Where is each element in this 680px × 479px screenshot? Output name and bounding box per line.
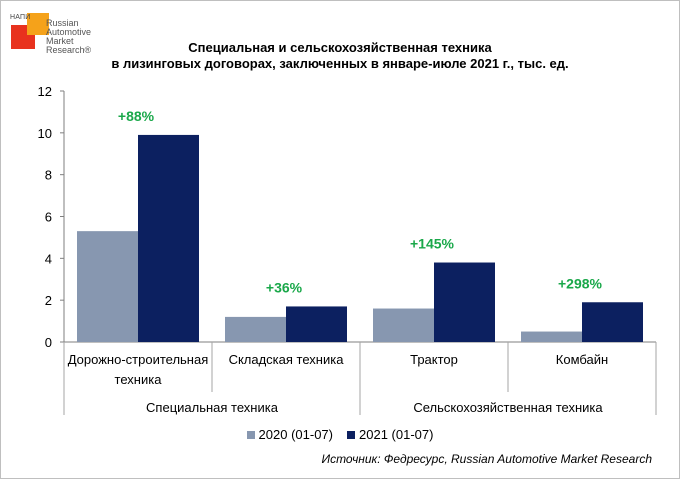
logo-line: Automotive bbox=[46, 27, 92, 37]
growth-label: +298% bbox=[558, 275, 603, 291]
legend-item-2020: 2020 (01-07) bbox=[246, 427, 333, 442]
chart-title-line-1: Специальная и сельскохозяйственная техни… bbox=[188, 40, 492, 55]
growth-label: +36% bbox=[266, 279, 303, 295]
source-note: Источник: Федресурс, Russian Automotive … bbox=[321, 452, 652, 466]
bar-2020-2 bbox=[373, 308, 434, 342]
logo-line: Market bbox=[46, 36, 74, 46]
legend-swatch-2021 bbox=[347, 430, 355, 439]
group-label: Специальная техника bbox=[146, 400, 279, 415]
growth-label: +88% bbox=[118, 108, 155, 124]
bar-2020-3 bbox=[521, 331, 582, 342]
category-label: техника bbox=[115, 372, 163, 387]
category-label: Дорожно-строительная bbox=[68, 352, 209, 367]
bar-2021-2 bbox=[434, 262, 495, 342]
y-tick-label: 4 bbox=[45, 251, 52, 266]
y-tick-label: 12 bbox=[38, 84, 52, 99]
y-tick-label: 8 bbox=[45, 168, 52, 183]
y-tick-label: 10 bbox=[38, 126, 52, 141]
y-tick-label: 0 bbox=[45, 335, 52, 350]
logo-small-text: НАПИ bbox=[10, 14, 31, 21]
group-label: Сельскохозяйственная техника bbox=[413, 400, 603, 415]
logo-line: Russian bbox=[46, 18, 79, 28]
bar-2020-0 bbox=[77, 231, 138, 342]
legend-label-2021: 2021 (01-07) bbox=[359, 427, 434, 442]
logo-line: Research® bbox=[46, 45, 92, 55]
logo-yellow-square bbox=[27, 13, 49, 35]
legend-item-2021: 2021 (01-07) bbox=[347, 427, 433, 442]
y-tick-label: 2 bbox=[45, 293, 52, 308]
logo: НАПИ Russian Automotive Market Research® bbox=[8, 8, 108, 68]
legend-label-2020: 2020 (01-07) bbox=[258, 427, 333, 442]
growth-label: +145% bbox=[410, 236, 455, 252]
category-label: Трактор bbox=[410, 352, 458, 367]
logo-text: Russian Automotive Market Research® bbox=[46, 19, 91, 55]
bar-2021-1 bbox=[286, 306, 347, 342]
legend: 2020 (01-07) 2021 (01-07) bbox=[0, 427, 680, 442]
legend-swatch-2020 bbox=[246, 430, 255, 439]
bar-2020-1 bbox=[225, 316, 286, 342]
bar-chart: 0 2 4 6 8 10 12 +88% +36% +145% +298% Дорожно-строи… bbox=[38, 84, 657, 415]
chart-title-line-2: в лизинговых договорах, заключенных в ян… bbox=[111, 56, 569, 71]
category-label: Складская техника bbox=[229, 352, 345, 367]
bar-2021-3 bbox=[582, 302, 643, 342]
category-label: Комбайн bbox=[556, 352, 608, 367]
bar-2021-0 bbox=[138, 134, 199, 342]
y-tick-label: 6 bbox=[45, 210, 52, 225]
